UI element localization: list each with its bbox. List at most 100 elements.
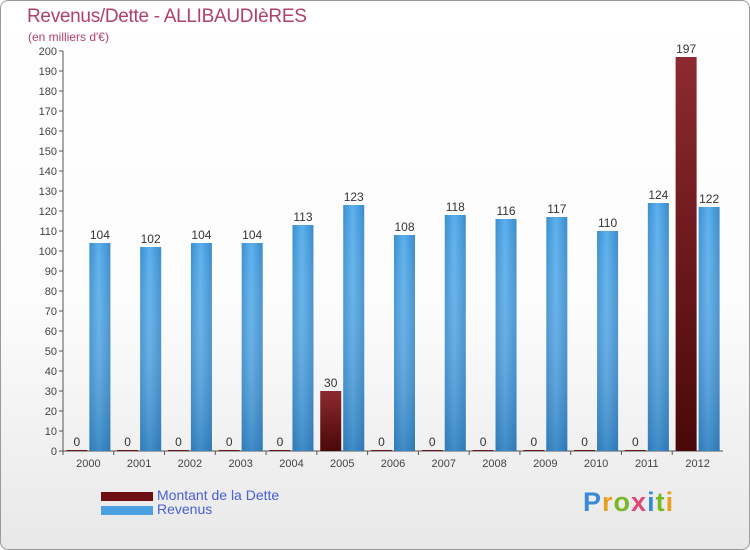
y-tick-label: 130: [39, 186, 57, 198]
chart-data-labels: 0 104 0 102 0 104 0 104 0 113 30 123 0 108 0 118 0 116 0 11…: [74, 42, 720, 449]
logo-letter: t: [655, 487, 666, 517]
data-label-revenus: 110: [598, 216, 617, 230]
bar-revenus-shade: [495, 219, 517, 451]
data-label-revenus: 117: [547, 202, 566, 216]
data-label-revenus: 116: [496, 204, 515, 218]
y-tick-label: 50: [45, 346, 57, 358]
data-label-revenus: 104: [242, 228, 262, 242]
y-tick-label: 170: [39, 106, 57, 118]
y-tick-label: 190: [39, 66, 57, 78]
data-label-revenus: 124: [648, 188, 668, 202]
x-tick-label: 2004: [279, 458, 303, 470]
y-tick-label: 80: [45, 286, 57, 298]
bar-revenus-shade: [698, 207, 720, 451]
y-tick-label: 110: [39, 226, 57, 238]
bar-dette: [167, 450, 189, 451]
y-tick-label: 160: [39, 126, 57, 138]
logo-letter: i: [647, 487, 656, 517]
x-tick-label: 2006: [381, 458, 405, 470]
y-tick-label: 30: [45, 386, 57, 398]
chart-subtitle: (en milliers d'€): [28, 30, 109, 44]
bar-dette: [472, 450, 494, 451]
data-label-dette: 0: [378, 435, 385, 449]
data-label-dette: 0: [632, 435, 639, 449]
bar-dette: [269, 450, 291, 451]
chart-title: Revenus/Dette - ALLIBAUDIèRES: [27, 6, 307, 27]
bar-revenus-shade: [444, 215, 466, 451]
bar-revenus-shade: [546, 217, 568, 451]
data-label-dette: 30: [324, 376, 338, 390]
data-label-dette: 0: [175, 435, 182, 449]
bar-revenus-shade: [343, 205, 365, 451]
y-tick-label: 20: [45, 406, 57, 418]
bar-dette: [675, 57, 697, 451]
data-label-dette: 0: [530, 435, 537, 449]
data-label-dette: 197: [676, 42, 696, 56]
data-label-dette: 0: [480, 435, 487, 449]
data-label-dette: 0: [581, 435, 588, 449]
data-label-revenus: 102: [141, 232, 161, 246]
bar-dette: [421, 450, 443, 451]
y-tick-label: 150: [39, 146, 57, 158]
logo-letter: P: [583, 487, 603, 517]
x-tick-label: 2012: [685, 458, 709, 470]
legend-swatch-revenus: [101, 506, 153, 515]
data-label-revenus: 113: [293, 210, 312, 224]
x-tick-label: 2010: [584, 458, 608, 470]
data-label-revenus: 118: [446, 200, 465, 214]
bar-dette: [574, 450, 596, 451]
y-tick-label: 140: [39, 166, 57, 178]
logo-letter: i: [665, 487, 675, 517]
data-label-revenus: 108: [394, 220, 414, 234]
bar-dette: [371, 450, 392, 451]
x-tick-label: 2008: [482, 458, 506, 470]
x-tick-label: 2005: [330, 458, 354, 470]
x-tick-label: 2009: [533, 458, 557, 470]
data-label-dette: 0: [429, 435, 436, 449]
y-tick-label: 180: [39, 86, 57, 98]
y-tick-label: 10: [45, 426, 57, 438]
data-label-revenus: 123: [344, 190, 364, 204]
logo-letter: r: [602, 487, 614, 517]
y-tick-label: 90: [45, 266, 57, 278]
legend-label-revenus: Revenus: [157, 501, 213, 517]
data-label-revenus: 104: [90, 228, 110, 242]
proxiti-logo: Proxiti: [583, 487, 674, 518]
bar-revenus-shade: [140, 247, 162, 451]
x-tick-label: 2000: [76, 458, 100, 470]
data-label-dette: 0: [124, 435, 131, 449]
data-label-dette: 0: [226, 435, 233, 449]
y-tick-label: 70: [45, 306, 57, 318]
logo-letter: x: [631, 487, 648, 517]
chart-bars: [66, 57, 720, 451]
bar-dette: [117, 450, 139, 451]
x-tick-label: 2001: [127, 458, 151, 470]
x-tick-label: 2002: [178, 458, 202, 470]
y-tick-label: 0: [51, 446, 57, 458]
data-label-revenus: 122: [699, 192, 719, 206]
y-tick-label: 60: [45, 326, 57, 338]
y-tick-label: 40: [45, 366, 57, 378]
bar-revenus-shade: [89, 243, 111, 451]
x-tick-label: 2003: [228, 458, 252, 470]
bar-revenus-shade: [394, 235, 415, 451]
x-tick-label: 2007: [432, 458, 456, 470]
bar-revenus-shade: [647, 203, 669, 451]
y-tick-label: 120: [39, 206, 57, 218]
bar-revenus-shade: [597, 231, 619, 451]
bar-revenus-shade: [292, 225, 314, 451]
y-tick-label: 100: [39, 246, 57, 258]
y-tick-label: 200: [39, 46, 57, 58]
logo-letter: o: [613, 487, 632, 517]
legend-swatch-dette: [101, 492, 153, 501]
bar-dette: [624, 450, 646, 451]
legend-label-dette: Montant de la Dette: [157, 487, 280, 503]
bar-dette: [320, 391, 342, 451]
data-label-revenus: 104: [191, 228, 211, 242]
x-tick-label: 2011: [635, 458, 659, 470]
bar-revenus-shade: [190, 243, 212, 451]
bar-dette: [218, 450, 240, 451]
bar-revenus-shade: [241, 243, 263, 451]
